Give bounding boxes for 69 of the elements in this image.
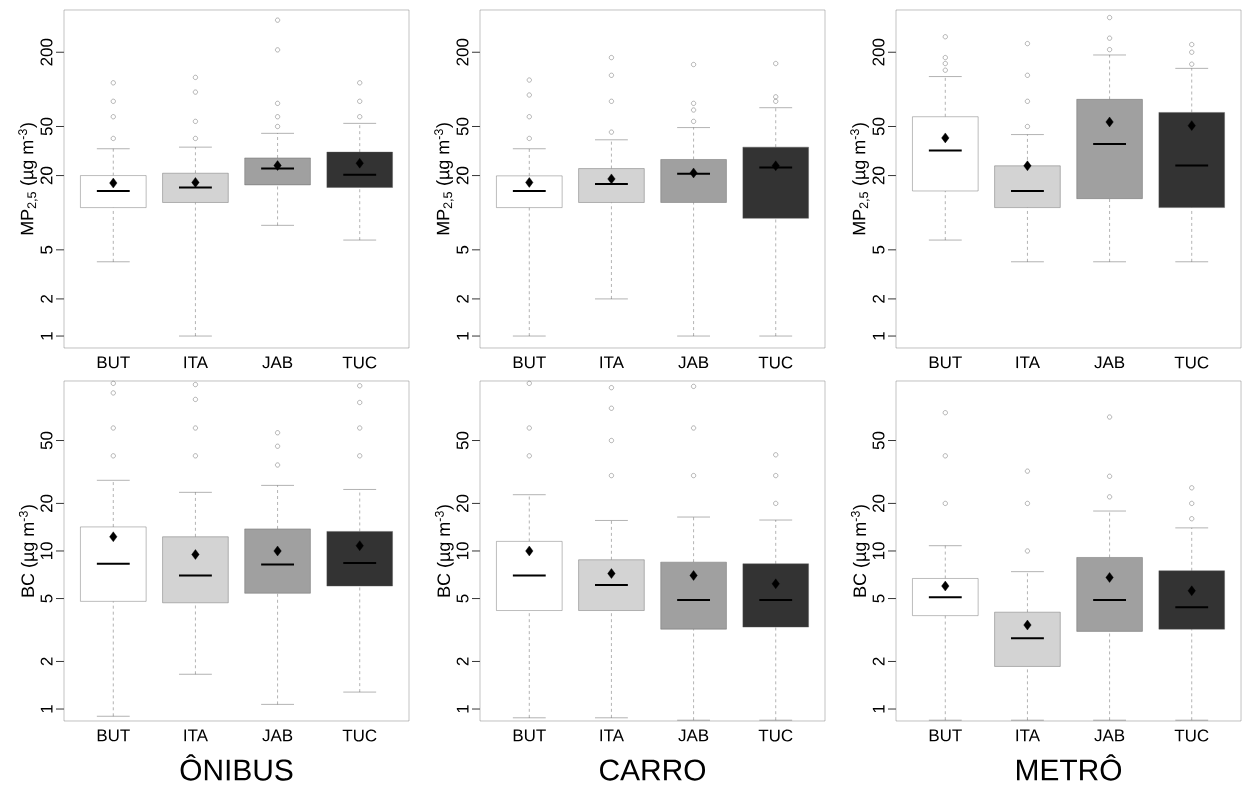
x-tick-label: BUT [929,356,962,369]
x-tick-label: BUT [97,729,130,742]
x-tick-label: ITA [1016,729,1040,742]
y-axis-title: MP$_{2,5}$ (µg m$^{-3}$) [18,123,38,235]
x-tick-label: JAB [262,356,293,369]
y-tick-label: 5 [872,594,885,603]
x-axis-title: METRÔ [1017,754,1122,781]
x-tick-label: BUT [97,356,130,369]
y-tick-label: 10 [40,542,53,560]
x-tick-label: ITA [184,356,208,369]
y-tick-label: 20 [456,494,469,512]
x-tick-label: JAB [678,356,709,369]
y-tick-label: 50 [40,431,53,450]
x-tick-label: JAB [678,729,709,742]
y-tick-label: 200 [872,38,885,66]
x-tick-label: BUT [513,356,546,369]
y-tick-label: 1 [40,332,53,340]
y-tick-label: 1 [456,332,469,340]
y-tick-label: 2 [40,295,53,303]
y-axis-title: BC (µg m$^{-3}$) [18,505,38,597]
y-axis-title: MP$_{2,5}$ (µg m$^{-3}$) [850,123,870,235]
y-tick-label: 50 [872,431,885,450]
x-tick-label: TUC [1174,729,1209,742]
y-tick-label: 10 [456,542,469,560]
y-tick-label: 1 [456,705,469,713]
y-tick-label: 2 [872,295,885,303]
x-tick-label: BUT [513,729,546,742]
x-axis-title: CARRO [600,759,706,781]
x-tick-label: JAB [1094,729,1125,742]
y-tick-label: 2 [40,657,53,666]
y-tick-label: 2 [456,295,469,303]
x-axis-title: ÔNIBUS [180,754,293,781]
x-tick-label: ITA [600,729,624,742]
y-tick-label: 2 [872,657,885,666]
y-tick-label: 5 [40,594,53,603]
y-tick-label: 1 [40,705,53,713]
x-tick-label: TUC [1174,356,1209,369]
y-tick-label: 20 [872,166,885,185]
x-tick-label: TUC [342,356,377,369]
y-axis-title: BC (µg m$^{-3}$) [434,505,454,597]
y-tick-label: 5 [456,594,469,603]
y-tick-label: 10 [872,542,885,560]
x-tick-label: ITA [1016,356,1040,369]
y-tick-label: 50 [456,117,469,136]
y-tick-label: 20 [40,166,53,185]
y-axis-title: MP$_{2,5}$ (µg m$^{-3}$) [434,123,454,235]
y-tick-label: 5 [456,245,469,254]
y-tick-label: 50 [40,117,53,136]
x-tick-label: ITA [184,729,208,742]
y-tick-label: 50 [872,117,885,136]
y-axis-title: BC (µg m$^{-3}$) [850,505,870,597]
y-tick-label: 1 [872,332,885,340]
y-tick-label: 2 [456,657,469,666]
y-tick-label: 200 [40,38,53,66]
x-tick-label: JAB [1094,356,1125,369]
y-tick-label: 50 [456,431,469,450]
x-tick-label: ITA [600,356,624,369]
x-tick-label: TUC [758,729,793,742]
y-tick-label: 20 [456,166,469,185]
x-tick-label: TUC [758,356,793,369]
x-tick-label: JAB [262,729,293,742]
y-tick-label: 200 [456,38,469,66]
y-tick-label: 1 [872,705,885,713]
y-tick-label: 5 [872,245,885,254]
x-tick-label: TUC [342,729,377,742]
y-tick-label: 20 [872,494,885,512]
y-tick-label: 20 [40,494,53,512]
x-tick-label: BUT [929,729,962,742]
y-tick-label: 5 [40,245,53,254]
